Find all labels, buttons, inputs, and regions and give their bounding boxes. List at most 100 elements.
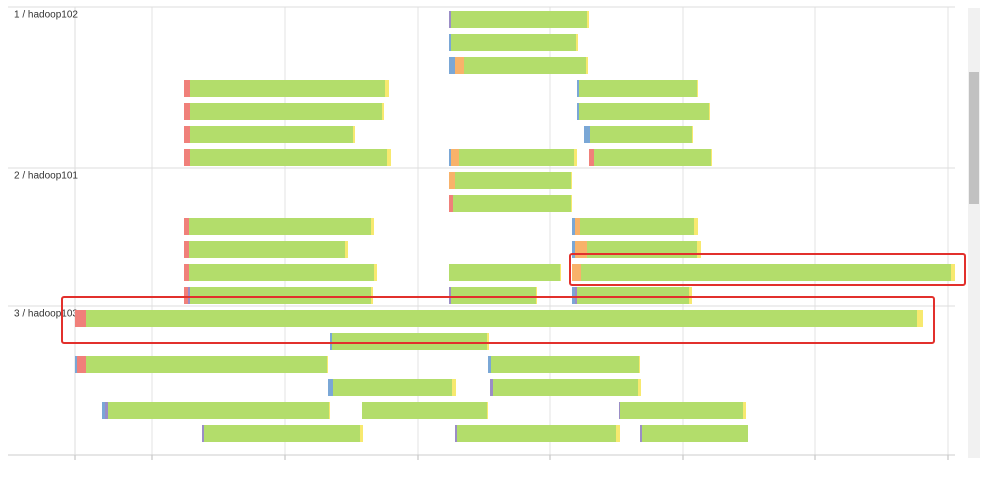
- task-segment: [371, 218, 374, 235]
- task-segment: [184, 264, 189, 281]
- task-segment: [572, 241, 575, 258]
- task-segment: [353, 126, 355, 143]
- task-segment: [189, 218, 371, 235]
- task-segment: [449, 149, 451, 166]
- task-segment: [449, 287, 451, 304]
- task-segment: [86, 310, 917, 327]
- task-segment: [190, 287, 371, 304]
- task-segment: [333, 379, 452, 396]
- task-segment: [743, 402, 746, 419]
- task-segment: [371, 287, 373, 304]
- task-segment: [345, 241, 348, 258]
- task-segment: [493, 379, 638, 396]
- task-segment: [184, 103, 190, 120]
- task-segment: [577, 287, 689, 304]
- task-segment: [536, 287, 537, 304]
- task-segment: [490, 379, 493, 396]
- task-segment: [449, 11, 451, 28]
- task-segment: [579, 103, 709, 120]
- task-segment: [455, 172, 571, 189]
- task-segment: [575, 287, 577, 304]
- task-segment: [697, 241, 701, 258]
- task-segment: [572, 287, 575, 304]
- task-segment: [184, 80, 190, 97]
- task-segment: [917, 310, 923, 327]
- task-segment: [689, 287, 692, 304]
- task-segment: [579, 80, 697, 97]
- task-segment: [574, 149, 577, 166]
- task-segment: [451, 34, 576, 51]
- task-segment: [105, 402, 108, 419]
- highlight-box: [61, 296, 935, 344]
- task-segment: [184, 126, 190, 143]
- task-segment: [620, 402, 743, 419]
- task-segment: [616, 425, 620, 442]
- task-segment: [711, 149, 712, 166]
- task-segment: [455, 425, 457, 442]
- task-segment: [102, 402, 105, 419]
- task-segment: [387, 149, 391, 166]
- task-segment: [640, 425, 642, 442]
- task-segment: [692, 126, 693, 143]
- task-segment: [189, 264, 374, 281]
- task-segment: [586, 57, 588, 74]
- task-segment: [327, 356, 328, 373]
- task-segment: [75, 310, 86, 327]
- task-segment: [571, 172, 572, 189]
- task-segment: [452, 379, 456, 396]
- task-segment: [587, 241, 697, 258]
- task-segment: [184, 241, 189, 258]
- task-segment: [374, 264, 377, 281]
- task-segment: [594, 149, 711, 166]
- task-segment: [694, 218, 698, 235]
- task-segment: [457, 425, 616, 442]
- task-segment: [449, 34, 451, 51]
- task-segment: [577, 80, 579, 97]
- task-segment: [330, 333, 332, 350]
- task-segment: [328, 379, 333, 396]
- task-segment: [190, 149, 387, 166]
- task-segment: [638, 379, 641, 396]
- task-segment: [575, 241, 587, 258]
- task-segment: [449, 195, 453, 212]
- group-label: 3 / hadoop103: [14, 309, 78, 320]
- task-segment: [449, 57, 455, 74]
- task-segment: [362, 402, 487, 419]
- task-segment: [587, 11, 589, 28]
- task-segment: [453, 195, 571, 212]
- task-segment: [184, 218, 189, 235]
- task-segment: [204, 425, 360, 442]
- plot: 1 / hadoop102 2 / hadoop101 3 / hadoop103: [8, 6, 955, 460]
- task-segment: [385, 80, 389, 97]
- task-segment: [449, 264, 560, 281]
- task-segment: [360, 425, 363, 442]
- highlight-box: [569, 253, 966, 286]
- task-segment: [86, 356, 327, 373]
- task-segment: [487, 333, 489, 350]
- task-segment: [576, 34, 578, 51]
- task-segment: [639, 356, 640, 373]
- group-label: 2 / hadoop101: [14, 171, 78, 182]
- task-segment: [580, 218, 694, 235]
- task-segment: [464, 57, 586, 74]
- task-segment: [491, 356, 639, 373]
- task-segment: [709, 103, 710, 120]
- task-segment: [572, 264, 581, 281]
- task-segment: [590, 126, 692, 143]
- task-segment: [581, 264, 951, 281]
- task-segment: [332, 333, 487, 350]
- task-segment: [951, 264, 955, 281]
- task-segment: [75, 356, 77, 373]
- task-segment: [451, 287, 536, 304]
- task-segment: [572, 218, 575, 235]
- task-segment: [329, 402, 330, 419]
- task-segment: [571, 195, 572, 212]
- task-segment: [642, 425, 748, 442]
- task-segment: [560, 264, 561, 281]
- task-segment: [108, 402, 329, 419]
- scrollbar-thumb[interactable]: [969, 72, 979, 204]
- task-segment: [449, 172, 455, 189]
- task-segment: [459, 149, 574, 166]
- task-segment: [577, 103, 579, 120]
